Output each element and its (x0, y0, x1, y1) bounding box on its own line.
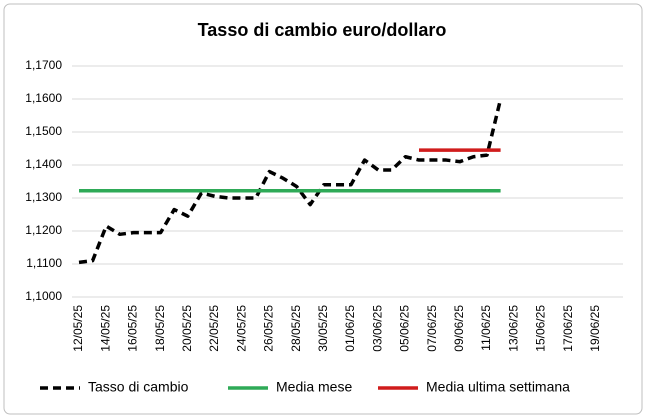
y-tick-label: 1,1400 (25, 157, 62, 171)
x-tick-label: 28/05/25 (289, 305, 303, 352)
x-tick-label: 15/06/25 (534, 305, 548, 352)
x-tick-label: 20/05/25 (180, 305, 194, 352)
legend-label: Media mese (276, 379, 352, 395)
x-tick-label: 24/05/25 (234, 305, 248, 352)
x-tick-label: 03/06/25 (370, 305, 384, 352)
y-tick-label: 1,1100 (26, 256, 62, 270)
x-tick-label: 11/06/25 (479, 305, 493, 351)
x-tick-label: 19/06/25 (588, 305, 602, 352)
x-tick-label: 17/06/25 (561, 305, 575, 352)
x-tick-label: 26/05/25 (262, 305, 276, 352)
x-tick-label: 16/05/25 (126, 305, 140, 352)
y-tick-label: 1,1000 (25, 289, 62, 303)
chart-title: Tasso di cambio euro/dollaro (198, 20, 447, 40)
series-line (78, 98, 503, 265)
y-tick-label: 1,1700 (25, 58, 62, 72)
chart-frame (3, 3, 643, 415)
y-tick-label: 1,1200 (25, 223, 62, 237)
x-tick-label: 22/05/25 (207, 305, 221, 352)
y-tick-label: 1,1300 (25, 190, 62, 204)
legend-label: Media ultima settimana (426, 379, 570, 395)
x-tick-label: 01/06/25 (343, 305, 357, 352)
y-tick-label: 1,1600 (25, 91, 62, 105)
x-tick-label: 09/06/25 (452, 305, 466, 352)
x-tick-label: 13/06/25 (506, 305, 520, 352)
y-tick-label: 1,1500 (25, 124, 62, 138)
legend-label: Tasso di cambio (88, 379, 189, 395)
x-tick-label: 30/05/25 (316, 305, 330, 352)
x-tick-label: 07/06/25 (425, 305, 439, 352)
x-tick-label: 14/05/25 (98, 305, 112, 352)
x-tick-label: 05/06/25 (398, 305, 412, 352)
x-tick-label: 18/05/25 (153, 305, 167, 352)
x-tick-label: 12/05/25 (71, 305, 85, 352)
